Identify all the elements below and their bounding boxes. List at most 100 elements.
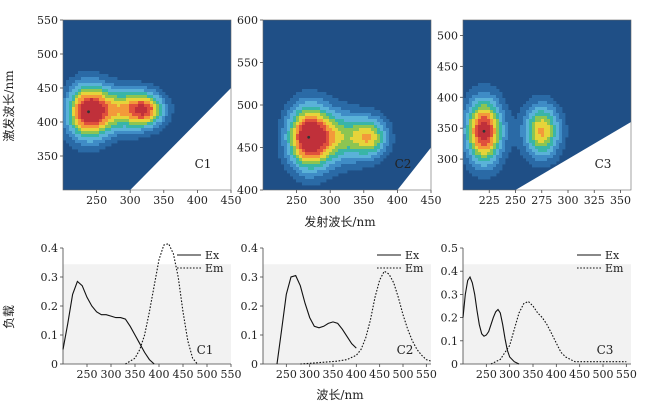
contour-cell — [472, 137, 476, 141]
contour-cell — [90, 92, 94, 96]
contour-cell — [478, 164, 482, 168]
peak-marker — [87, 110, 90, 114]
contour-cell — [84, 125, 88, 129]
contour-cell — [499, 134, 503, 138]
contour-cell — [114, 80, 118, 84]
contour-cell — [320, 146, 324, 150]
contour-cell — [329, 161, 333, 165]
contour-cell — [105, 134, 109, 138]
contour-cell — [487, 107, 491, 111]
contour-cell — [117, 89, 121, 93]
contour-cell — [332, 101, 336, 105]
contour-cell — [117, 95, 121, 99]
contour-cell — [99, 92, 103, 96]
contour-cell — [562, 143, 566, 147]
contour-cell — [323, 179, 327, 183]
contour-cell — [550, 152, 554, 156]
contour-cell — [126, 113, 130, 117]
contour-cell — [90, 131, 94, 135]
contour-cell — [529, 152, 533, 156]
contour-cell — [547, 125, 551, 129]
contour-cell — [156, 116, 160, 120]
contour-cell — [496, 131, 500, 135]
contour-cell — [353, 161, 357, 165]
contour-cell — [535, 110, 539, 114]
contour-cell — [484, 158, 488, 162]
contour-cell — [350, 161, 354, 165]
series-line-em — [490, 300, 627, 365]
contour-cell — [550, 158, 554, 162]
contour-cell — [93, 128, 97, 132]
contour-cell — [359, 128, 363, 132]
contour-cell — [511, 122, 515, 126]
contour-cell — [332, 113, 336, 117]
contour-cell — [87, 104, 91, 108]
contour-cell — [114, 122, 118, 126]
contour-cell — [553, 119, 557, 123]
contour-cell — [159, 92, 163, 96]
series-line-ex — [276, 274, 357, 365]
contour-cell — [541, 119, 545, 123]
contour-cell — [114, 77, 118, 81]
contour-cell — [383, 152, 387, 156]
contour-cell — [156, 110, 160, 114]
contour-cell — [547, 134, 551, 138]
contour-cell — [550, 131, 554, 135]
contour-cell — [102, 131, 106, 135]
contour-cell — [69, 92, 73, 96]
contour-cell — [108, 95, 112, 99]
contour-cell — [362, 149, 366, 153]
contour-cell — [314, 152, 318, 156]
contour-cell — [96, 146, 100, 150]
contour-cell — [466, 104, 470, 108]
contour-cell — [350, 140, 354, 144]
contour-cell — [356, 140, 360, 144]
contour-cell — [487, 164, 491, 168]
contour-cell — [329, 131, 333, 135]
contour-cell — [293, 140, 297, 144]
contour-cell — [63, 110, 67, 114]
contour-cell — [105, 137, 109, 141]
y-tick-label: 0.3 — [41, 271, 59, 284]
contour-cell — [332, 131, 336, 135]
contour-cell — [69, 119, 73, 123]
contour-cell — [296, 158, 300, 162]
contour-cell — [493, 170, 497, 174]
contour-cell — [129, 83, 133, 87]
contour-cell — [329, 104, 333, 108]
contour-cell — [338, 143, 342, 147]
contour-cell — [475, 149, 479, 153]
contour-cell — [529, 161, 533, 165]
contour-cell — [84, 89, 88, 93]
contour-cell — [96, 131, 100, 135]
contour-cell — [81, 101, 85, 105]
contour-cell — [469, 116, 473, 120]
contour-cell — [111, 104, 115, 108]
contour-cell — [96, 122, 100, 126]
contour-cell — [129, 116, 133, 120]
contour-cell — [105, 122, 109, 126]
contour-cell — [314, 131, 318, 135]
contour-cell — [389, 122, 393, 126]
contour-cell — [350, 152, 354, 156]
contour-cell — [117, 122, 121, 126]
contour-cell — [144, 110, 148, 114]
contour-cell — [156, 113, 160, 117]
contour-cell — [541, 95, 545, 99]
contour-cell — [320, 98, 324, 102]
contour-cell — [371, 152, 375, 156]
contour-cell — [87, 77, 91, 81]
contour-cell — [466, 164, 470, 168]
contour-cell — [78, 119, 82, 123]
contour-cell — [383, 125, 387, 129]
contour-cell — [529, 122, 533, 126]
contour-cell — [141, 125, 145, 129]
contour-cell — [323, 137, 327, 141]
contour-cell — [481, 128, 485, 132]
contour-cell — [341, 167, 345, 171]
contour-cell — [496, 149, 500, 153]
contour-cell — [75, 110, 79, 114]
contour-cell — [293, 98, 297, 102]
contour-cell — [472, 125, 476, 129]
contour-cell — [111, 113, 115, 117]
